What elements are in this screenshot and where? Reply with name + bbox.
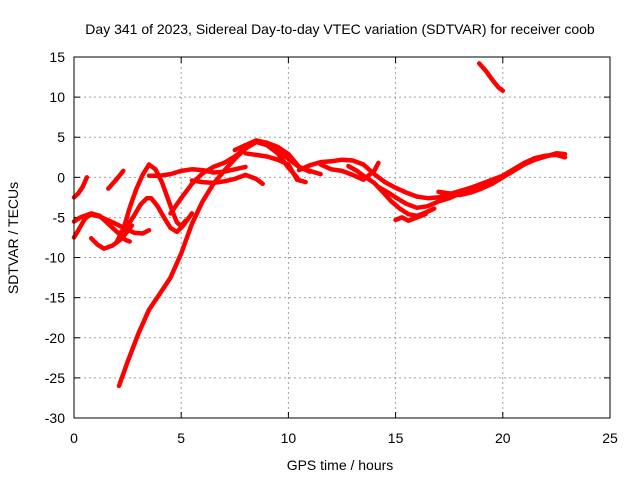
y-tick-label: -20 — [45, 330, 65, 346]
series-line-arc-14 — [296, 152, 568, 201]
x-tick-label: 25 — [602, 430, 618, 446]
data-traces — [71, 61, 568, 389]
x-tick-label: 0 — [70, 430, 78, 446]
y-tick-label: -30 — [45, 410, 65, 426]
series-line-arc-11 — [189, 172, 265, 187]
series-line-arc-13 — [243, 151, 308, 185]
y-tick-label: -15 — [45, 290, 65, 306]
series-line-arc-2 — [71, 211, 152, 236]
x-tick-label: 5 — [177, 430, 185, 446]
series-line-arc-17 — [376, 181, 484, 211]
grid — [74, 57, 610, 418]
series-line-arc-5 — [106, 168, 126, 191]
series-line-arc-19 — [436, 151, 568, 198]
series-line-arc-1 — [71, 175, 90, 200]
x-tick-label: 20 — [495, 430, 511, 446]
y-axis-ticks: -30 -25 -20 -15 -10 -5 0 5 10 15 — [45, 49, 610, 426]
x-axis-label: GPS time / hours — [287, 457, 394, 473]
x-tick-label: 10 — [281, 430, 297, 446]
x-tick-label: 15 — [388, 430, 404, 446]
y-tick-label: 5 — [57, 129, 65, 145]
series-line-arc-4 — [88, 223, 135, 251]
y-tick-label: -5 — [53, 209, 66, 225]
y-tick-label: -25 — [45, 370, 65, 386]
plot-frame — [73, 56, 611, 419]
y-tick-label: -10 — [45, 250, 65, 266]
series-line-arc-6 — [114, 162, 188, 244]
y-axis-label: SDTVAR / TECUs — [5, 182, 21, 294]
y-tick-label: 10 — [49, 89, 65, 105]
y-tick-label: 0 — [57, 169, 65, 185]
series-line-arc-8 — [146, 164, 248, 178]
series-line-arc-18 — [393, 211, 428, 223]
series-line-arc-15 — [318, 160, 381, 182]
y-tick-label: 15 — [49, 49, 65, 65]
series-line-arc-9 — [116, 139, 300, 389]
series-line-arc-7 — [118, 195, 195, 235]
chart-title: Day 341 of 2023, Sidereal Day-to-day VTE… — [85, 21, 595, 37]
series-line-arc-12 — [232, 138, 323, 177]
x-axis-ticks: 0 5 10 15 20 25 — [70, 57, 618, 446]
series-line-arc-20 — [476, 61, 506, 93]
